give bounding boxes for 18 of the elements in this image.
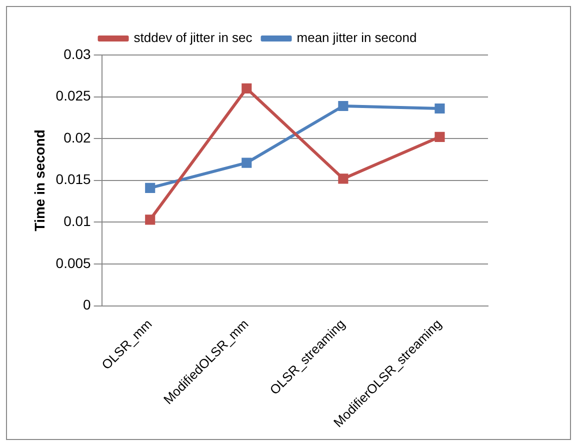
- y-tick-label: 0.02: [64, 129, 92, 146]
- point: [242, 158, 252, 168]
- y-tick-label: 0.01: [64, 213, 92, 230]
- y-tick-label: 0.025: [56, 88, 92, 104]
- point: [145, 182, 156, 193]
- legend-label: mean jitter in second: [296, 30, 417, 46]
- point: [338, 100, 348, 112]
- legend-label: stddev of jitter in sec: [134, 30, 253, 46]
- y-tick-label: 0: [83, 296, 92, 313]
- point: [338, 174, 348, 184]
- point: [145, 214, 156, 225]
- y-axis-title: Time in second: [31, 130, 48, 232]
- point: [434, 132, 445, 142]
- point: [434, 103, 445, 114]
- y-tick-label: 0.015: [56, 171, 92, 188]
- y-tick-label: 0.03: [64, 46, 92, 62]
- y-tick-label: 0.005: [56, 254, 92, 271]
- point: [242, 83, 252, 94]
